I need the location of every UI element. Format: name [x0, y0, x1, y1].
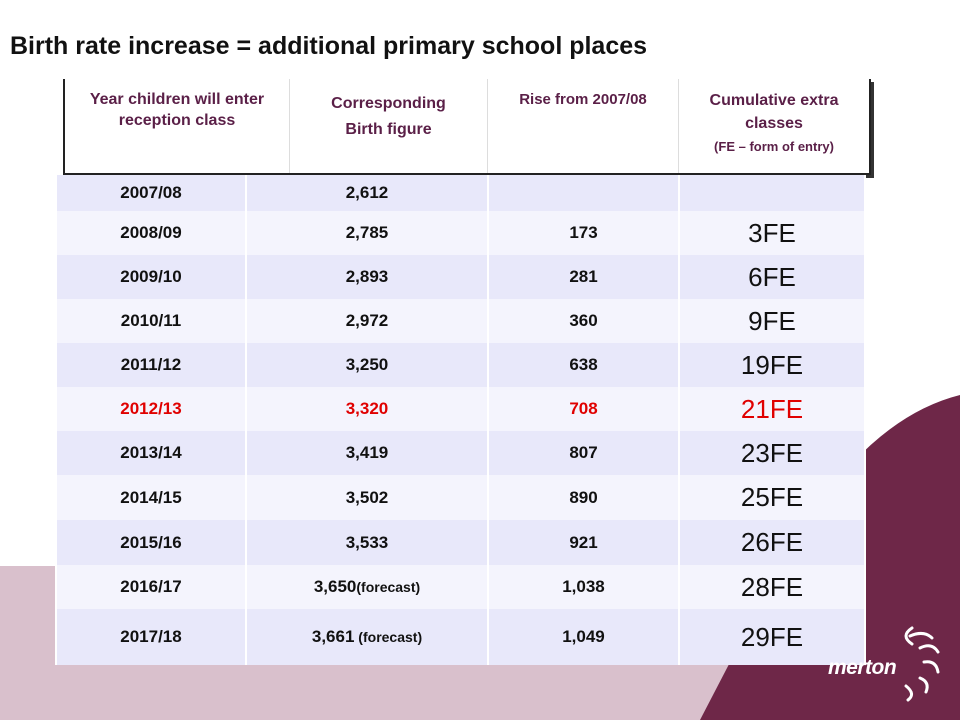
header-birth-line2: Birth figure — [345, 121, 432, 138]
cell-fe: 26FE — [678, 520, 866, 565]
cell-fe: 3FE — [678, 211, 866, 255]
table-row: 2017/18 3,661 (forecast) 1,049 29FE — [55, 609, 866, 665]
cell-fe: 21FE — [678, 387, 866, 431]
cell-birth: 2,785 — [245, 211, 489, 255]
cell-fe: 9FE — [678, 299, 866, 343]
header-cumulative-line2: (FE – form of entry) — [714, 139, 834, 154]
table-row: 2009/10 2,893 281 6FE — [55, 255, 866, 299]
cell-year: 2016/17 — [55, 565, 247, 609]
cell-fe: 19FE — [678, 343, 866, 387]
cell-birth: 3,419 — [245, 431, 489, 475]
cell-rise: 807 — [487, 431, 680, 475]
header-year: Year children will enter reception class — [89, 91, 265, 129]
table-row: 2010/11 2,972 360 9FE — [55, 299, 866, 343]
data-table: 2007/08 2,612 2008/09 2,785 173 3FE 2009/10 2,8… — [55, 175, 866, 665]
table-row: 2012/13 3,320 708 21FE — [55, 387, 866, 431]
table-row: 2016/17 3,650(forecast) 1,038 28FE — [55, 565, 866, 609]
table-row: 2013/14 3,419 807 23FE — [55, 431, 866, 475]
header-rise: Rise from 2007/08 — [487, 79, 678, 173]
table-header: Year children will enter reception class… — [63, 79, 871, 175]
birth-figure: 3,650 — [313, 577, 357, 596]
cell-rise: 638 — [487, 343, 680, 387]
forecast-note: (forecast) — [356, 579, 421, 595]
header-cumulative-line1: Cumulative extra classes — [709, 92, 839, 132]
cell-fe — [678, 175, 866, 211]
cell-year: 2015/16 — [55, 520, 247, 565]
cell-birth: 3,661 (forecast) — [245, 609, 489, 665]
cell-rise: 173 — [487, 211, 680, 255]
cell-rise — [487, 175, 680, 211]
cell-rise: 360 — [487, 299, 680, 343]
cell-year: 2007/08 — [55, 175, 247, 211]
cell-rise: 708 — [487, 387, 680, 431]
cell-rise: 921 — [487, 520, 680, 565]
cell-birth: 3,650(forecast) — [245, 565, 489, 609]
cell-fe: 6FE — [678, 255, 866, 299]
table-row: 2008/09 2,785 173 3FE — [55, 211, 866, 255]
cell-year: 2010/11 — [55, 299, 247, 343]
cell-rise: 1,049 — [487, 609, 680, 665]
cell-birth: 3,533 — [245, 520, 489, 565]
header-birth-line1: Corresponding — [331, 95, 446, 112]
cell-year: 2014/15 — [55, 475, 247, 520]
birth-figure: 3,661 — [311, 627, 355, 646]
header-cumulative: Cumulative extra classes (FE – form of e… — [678, 79, 869, 173]
cell-year: 2012/13 — [55, 387, 247, 431]
cell-fe: 23FE — [678, 431, 866, 475]
cell-birth: 3,320 — [245, 387, 489, 431]
cell-year: 2009/10 — [55, 255, 247, 299]
cell-year: 2011/12 — [55, 343, 247, 387]
cell-birth: 2,612 — [245, 175, 489, 211]
header-birth: Corresponding Birth figure — [289, 79, 487, 173]
slide-title: Birth rate increase = additional primary… — [10, 32, 648, 60]
cell-fe: 29FE — [678, 609, 866, 665]
cell-birth: 2,972 — [245, 299, 489, 343]
cell-rise: 1,038 — [487, 565, 680, 609]
cell-birth: 3,250 — [245, 343, 489, 387]
merton-swirl-icon — [904, 626, 940, 702]
table-row: 2007/08 2,612 — [55, 175, 866, 211]
cell-rise: 281 — [487, 255, 680, 299]
table-row: 2015/16 3,533 921 26FE — [55, 520, 866, 565]
table-row: 2011/12 3,250 638 19FE — [55, 343, 866, 387]
cell-birth: 2,893 — [245, 255, 489, 299]
cell-fe: 25FE — [678, 475, 866, 520]
forecast-note: (forecast) — [354, 629, 423, 645]
cell-year: 2013/14 — [55, 431, 247, 475]
merton-logo-text: merton — [828, 656, 897, 679]
table-row: 2014/15 3,502 890 25FE — [55, 475, 866, 520]
cell-year: 2017/18 — [55, 609, 247, 665]
cell-fe: 28FE — [678, 565, 866, 609]
cell-rise: 890 — [487, 475, 680, 520]
cell-birth: 3,502 — [245, 475, 489, 520]
cell-year: 2008/09 — [55, 211, 247, 255]
